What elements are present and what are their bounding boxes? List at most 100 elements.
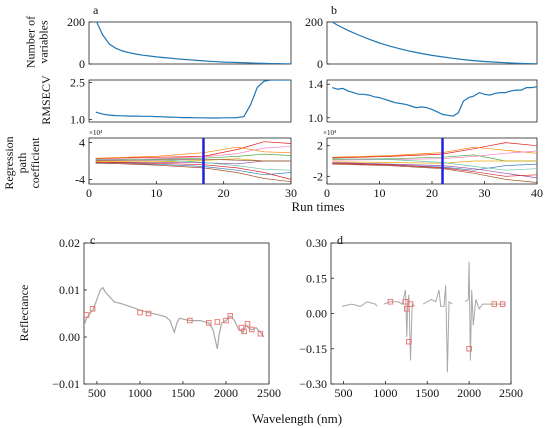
panel-letter-c: c: [90, 233, 95, 247]
y-label-number-of-variables-line: Number of: [24, 16, 38, 68]
panel-b-coefficients-xtick-label: 30: [479, 186, 491, 200]
panel-d-spectrum-segment-0: [341, 301, 378, 307]
panel-a-coefficients-xtick-label: 20: [218, 186, 230, 200]
y-label-rmsecv-line: RMSECV: [39, 75, 53, 125]
panel-c-spectrum-frame: [83, 242, 270, 385]
panel-c-spectrum-selected-marker: [214, 319, 221, 325]
panel-d-spectrum-selected-marker: [407, 301, 414, 307]
panel-b-coefficients-series-4: [332, 146, 537, 158]
panel-d-spectrum-selected-marker: [491, 301, 498, 307]
panel-b-coefficients-series-8: [332, 158, 537, 171]
panel-b-rmsecv-plot-area: [332, 86, 537, 117]
panel-b-coefficients-series-9: [332, 162, 537, 177]
panel-a-variables-ytick-label: 0: [79, 57, 85, 71]
panel-d-spectrum-xtick-label: 2500: [499, 386, 523, 400]
panel-d-spectrum-ytick-label: −0.15: [299, 342, 327, 356]
y-label-rmsecv: RMSECV: [39, 75, 53, 125]
y-label-number-of-variables: Number ofvariables: [24, 16, 51, 68]
panel-d-spectrum-frame: [330, 242, 512, 385]
y-label-regression-path-coefficient-line: coefficient: [28, 137, 42, 189]
panel-c-spectrum-selected-marker: [223, 317, 229, 324]
panel-a-rmsecv-plot-area: [95, 80, 291, 119]
panel-b-coefficients-series-7: [332, 160, 537, 164]
panel-a-variables-ytick-label: 200: [67, 15, 85, 29]
panel-b-variables-plot-area: [331, 22, 537, 64]
panel-a-rmsecv-frame: [88, 79, 292, 123]
panel-d-spectrum-plot-area: [341, 261, 506, 373]
panel-letter-b: b: [331, 3, 337, 17]
panel-b-coefficients-ytick-label: -2: [313, 169, 323, 183]
panel-b-coefficients-series-3: [332, 162, 537, 179]
panel-c-spectrum-ytick-label: 0.00: [59, 330, 80, 344]
y-label-regression-path-coefficient-line: path: [15, 153, 29, 174]
panel-b-coefficients-xtick-label: 0: [324, 186, 330, 200]
panel-c-spectrum-xtick-label: 2500: [257, 386, 281, 400]
panel-d-spectrum-ytick-label: 0.00: [306, 307, 327, 321]
panel-a-coefficients-series-8: [95, 158, 291, 171]
panel-d-spectrum-selected-marker: [404, 306, 410, 312]
panel-c-spectrum-selected-marker: [244, 321, 251, 327]
panel-c-spectrum-selected-marker: [145, 310, 152, 317]
y-label-number-of-variables-line: variables: [37, 20, 51, 64]
panel-b-rmsecv-frame: [326, 79, 538, 123]
panel-b-variables-line: [331, 22, 537, 64]
panel-b-rmsecv-ytick-label: 1.0: [308, 111, 323, 125]
panel-d-spectrum-xtick-label: 1500: [415, 386, 439, 400]
panel-a-coefficients-xtick-label: 30: [285, 186, 297, 200]
panel-d-spectrum-ytick-label: −0.30: [299, 377, 327, 391]
panel-b-coefficients-xtick-label: 40: [531, 186, 543, 200]
panel-letter-a: a: [93, 3, 99, 17]
panel-a-coefficients-series-4: [95, 146, 291, 159]
panel-a-rmsecv-line: [95, 80, 291, 119]
panel-a-variables-plot-area: [96, 22, 291, 64]
panel-d-spectrum-selected-marker: [387, 299, 394, 305]
panel-d-spectrum-segment-3: [464, 261, 506, 361]
panel-b-rmsecv-line: [332, 86, 537, 117]
panel-c-spectrum-line: [84, 286, 265, 349]
y-label-regression-path-coefficient-line: Regression: [2, 136, 16, 189]
panel-a-coefficients-series-5: [95, 162, 291, 183]
y-label-reflectance-line: Reflectance: [17, 285, 31, 342]
x-label-run-times: Run times: [291, 199, 344, 214]
panel-d-spectrum-segment-2: [422, 285, 453, 373]
panel-a-coefficients-series-10: [95, 158, 291, 162]
panel-b-variables-ytick-label: 200: [305, 15, 323, 29]
panel-a-rmsecv-ytick-label: 1.0: [70, 113, 85, 127]
y-label-regression-path-coefficient: Regressionpathcoefficient: [2, 136, 42, 189]
panel-b-coefficients-series-0: [332, 142, 537, 159]
panel-c-spectrum-xtick-label: 500: [88, 386, 106, 400]
panel-c-spectrum-plot-area: [84, 286, 265, 349]
panel-b-variables-frame: [326, 21, 538, 65]
panel-b-variables-ytick-label: 0: [317, 57, 323, 71]
panel-a-variables-line: [96, 22, 291, 64]
panel-b-coefficients-xtick-label: 20: [426, 186, 438, 200]
panel-c-spectrum-ytick-label: −0.01: [52, 377, 80, 391]
panel-b-coefficients-ytick-label: 2: [317, 139, 323, 153]
panel-a-variables-frame: [88, 21, 292, 65]
panel-d-spectrum-selected-marker: [466, 346, 472, 352]
panel-a-coefficients-scale-note: ×10⁴: [89, 129, 103, 137]
panel-b-coefficients-scale-note: ×10⁴: [323, 129, 337, 137]
panel-c-spectrum-xtick-label: 1500: [171, 386, 195, 400]
marks-layer: [84, 22, 537, 373]
panel-a-coefficients-series-9: [95, 162, 291, 180]
panel-b-rmsecv-ytick-label: 1.4: [308, 77, 323, 91]
panel-a-coefficients-plot-area: [95, 138, 291, 184]
panel-d-spectrum-xtick-label: 500: [335, 386, 353, 400]
panel-b-coefficients-series-5: [332, 163, 537, 183]
panel-a-coefficients-ytick-label: 4: [79, 136, 85, 150]
panel-c-spectrum-selected-marker: [241, 328, 247, 335]
panel-d-spectrum-selected-marker: [406, 338, 412, 345]
panel-a-coefficients-series-6: [95, 145, 291, 161]
panel-c-spectrum-selected-marker: [187, 317, 193, 324]
x-label-wavelength: Wavelength (nm): [252, 411, 342, 426]
panel-a-coefficients-series-0: [95, 141, 291, 160]
panel-c-spectrum-selected-marker: [137, 309, 143, 316]
panel-c-spectrum-selected-marker: [89, 306, 96, 312]
panel-letter-d: d: [337, 233, 343, 247]
panel-c-spectrum-selected-marker: [227, 313, 234, 319]
panel-c-spectrum-selected-marker: [249, 326, 255, 333]
panel-c-spectrum-selected-marker: [84, 312, 90, 318]
